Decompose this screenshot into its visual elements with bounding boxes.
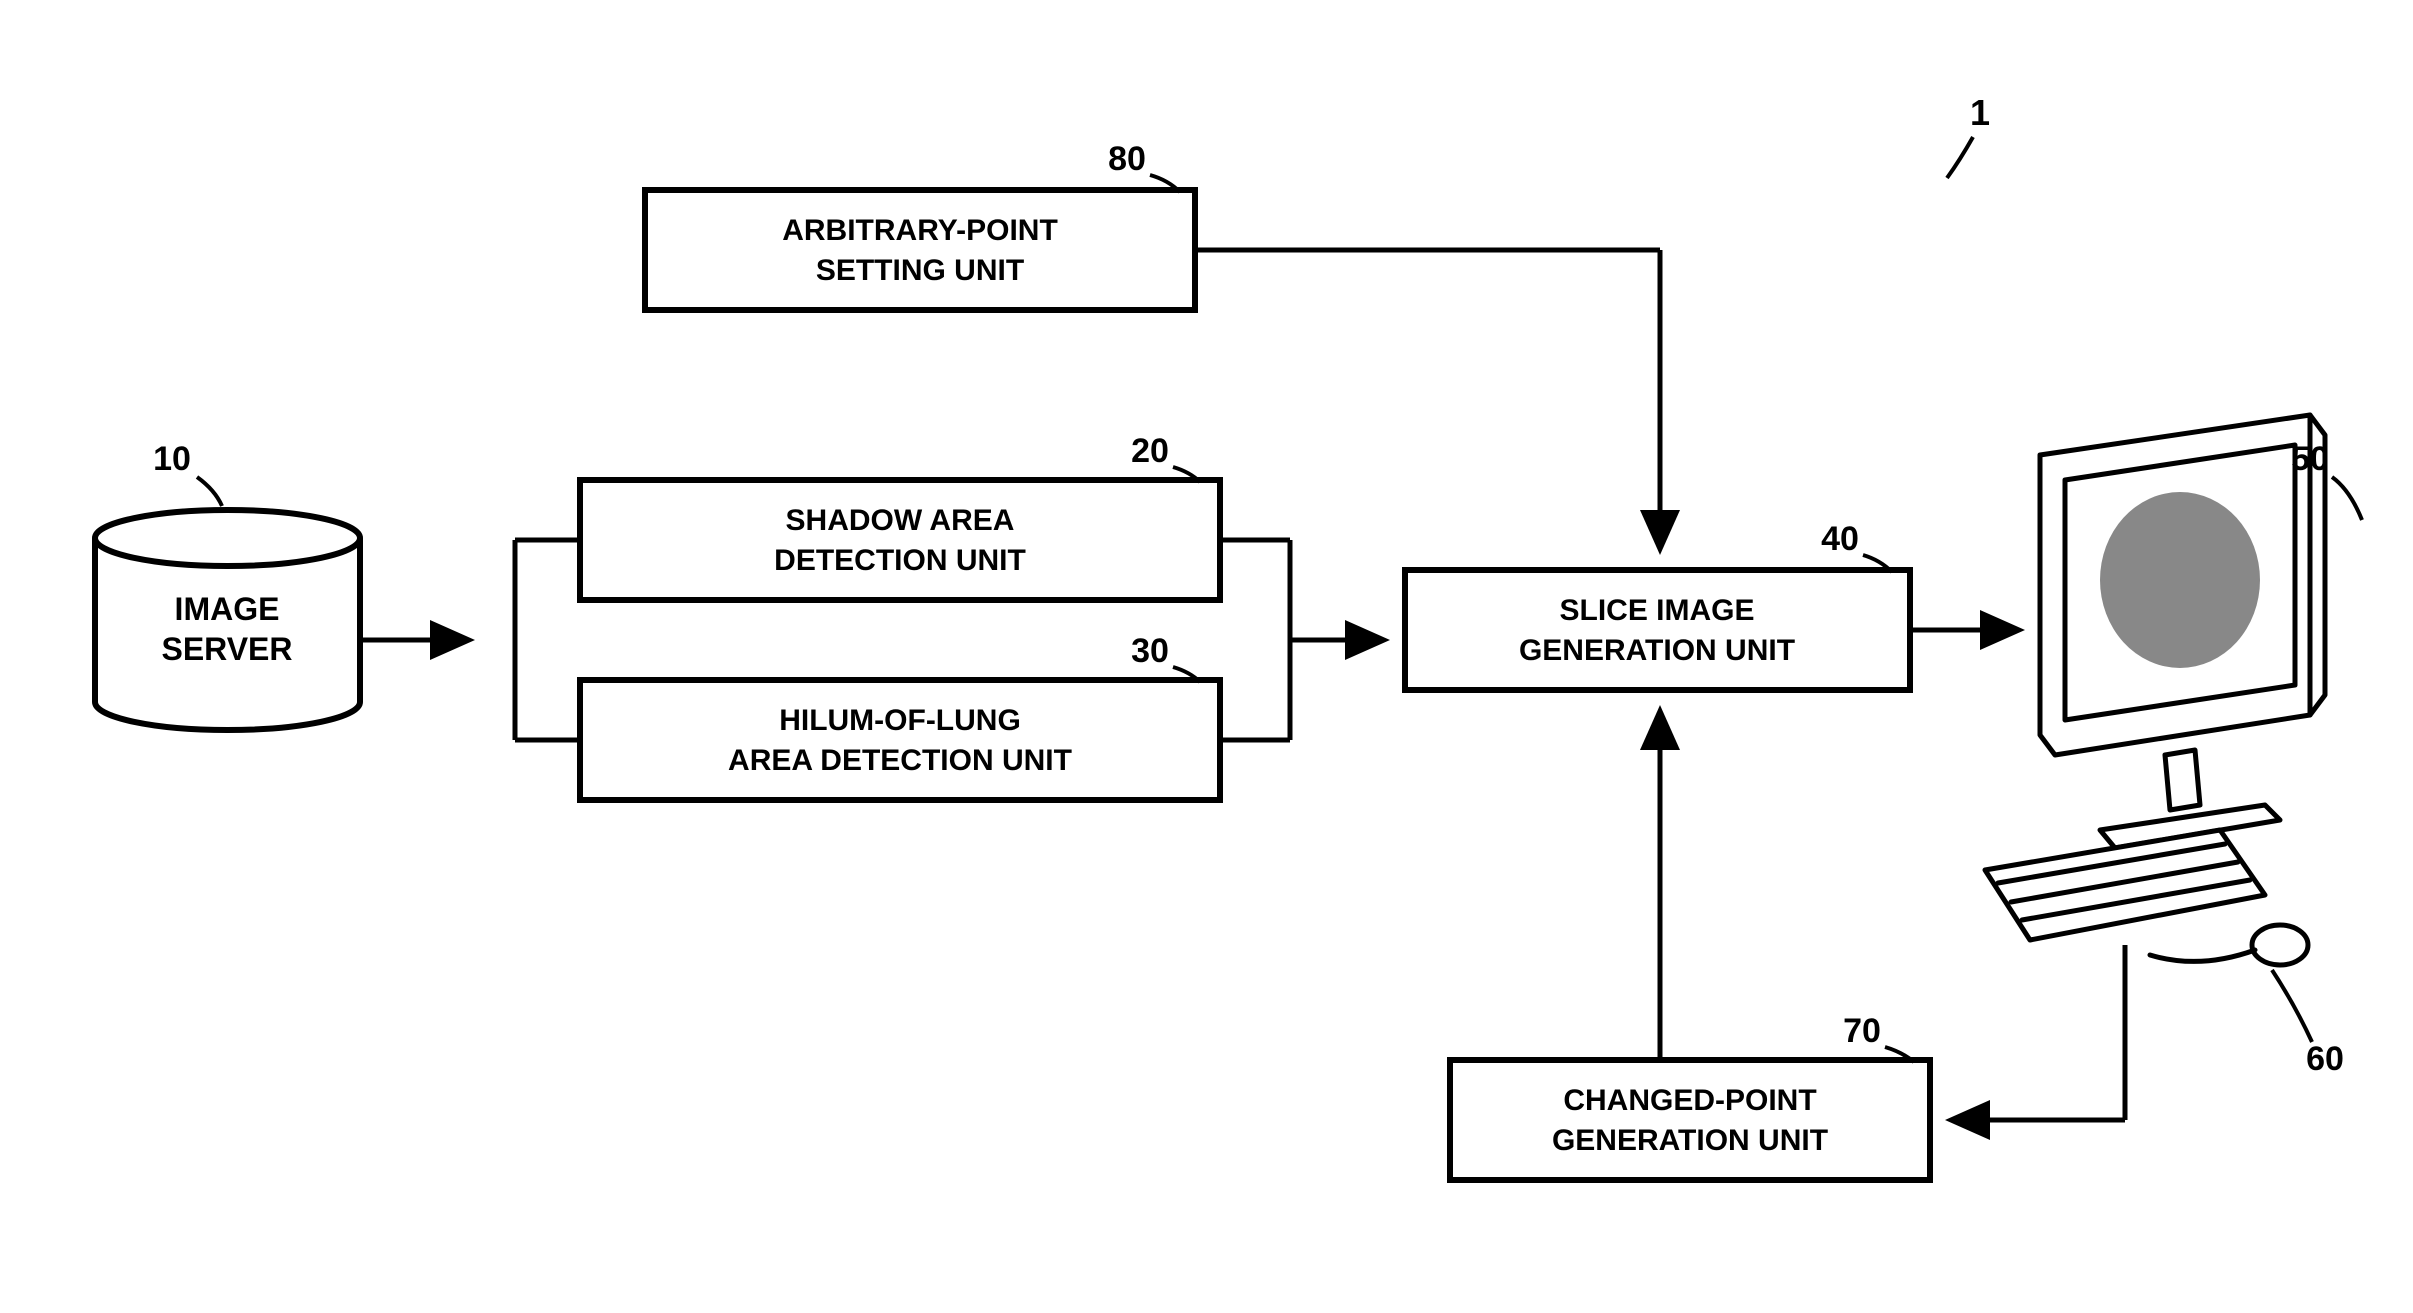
hilum-label-1: HILUM-OF-LUNG (779, 704, 1021, 737)
ref-60-leader (2272, 970, 2312, 1042)
shadow-label-2: DETECTION UNIT (774, 544, 1026, 577)
ref-40: 40 (1821, 520, 1859, 558)
shadow-label-1: SHADOW AREA (786, 504, 1015, 537)
ref-20: 20 (1131, 432, 1169, 470)
shadow-area-node: SHADOW AREA DETECTION UNIT (580, 480, 1220, 600)
arbitrary-label-2: SETTING UNIT (816, 254, 1024, 287)
slice-label-1: SLICE IMAGE (1559, 594, 1754, 627)
ref-80: 80 (1108, 140, 1146, 178)
diagram-canvas: IMAGE SERVER 10 ARBITRARY-POINT SETTING … (0, 0, 2413, 1313)
ref-30: 30 (1131, 632, 1169, 670)
changed-label-1: CHANGED-POINT (1563, 1084, 1816, 1117)
ref-1-leader (1947, 137, 1973, 178)
edge-detectors-to-slice (1220, 540, 1380, 740)
edge-keyboard-to-changed (1955, 945, 2125, 1120)
arbitrary-point-node: ARBITRARY-POINT SETTING UNIT (645, 190, 1195, 310)
ref-10: 10 (153, 440, 191, 478)
computer-icon (1985, 415, 2325, 965)
slice-label-2: GENERATION UNIT (1519, 634, 1795, 667)
ref-1: 1 (1970, 92, 1990, 133)
ref-60: 60 (2306, 1040, 2344, 1078)
ref-50-leader (2332, 477, 2362, 520)
changed-label-2: GENERATION UNIT (1552, 1124, 1828, 1157)
ref-70: 70 (1843, 1012, 1881, 1050)
ref-50: 50 (2291, 440, 2329, 478)
edge-server-to-detectors (360, 540, 580, 740)
image-server-node: IMAGE SERVER (95, 510, 360, 730)
changed-point-node: CHANGED-POINT GENERATION UNIT (1450, 1060, 1930, 1180)
hilum-label-2: AREA DETECTION UNIT (728, 744, 1072, 777)
arbitrary-label-1: ARBITRARY-POINT (782, 214, 1058, 247)
slice-node: SLICE IMAGE GENERATION UNIT (1405, 570, 1910, 690)
hilum-node: HILUM-OF-LUNG AREA DETECTION UNIT (580, 680, 1220, 800)
image-server-label-2: SERVER (161, 631, 292, 667)
ref-10-leader (197, 477, 222, 506)
image-server-label-1: IMAGE (175, 591, 280, 627)
edge-arbitrary-to-slice (1195, 250, 1660, 545)
